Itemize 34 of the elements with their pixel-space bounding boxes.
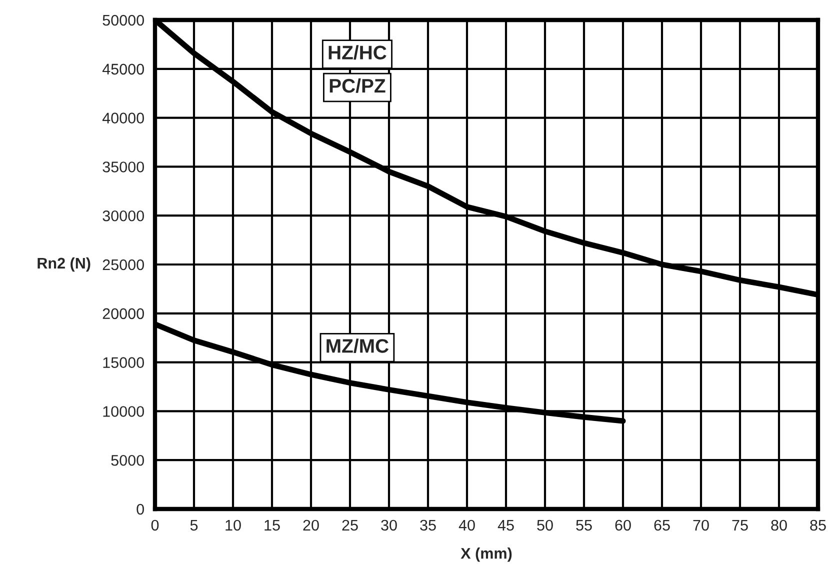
x-tick-label: 85 — [810, 520, 826, 531]
y-tick-label: 5000 — [111, 454, 144, 466]
y-tick-label: 0 — [136, 504, 144, 515]
x-tick-label: 65 — [654, 520, 670, 531]
y-tick-label: 10000 — [103, 406, 144, 417]
y-tick-label: 40000 — [102, 112, 144, 124]
x-tick-label: 60 — [615, 520, 631, 531]
y-tick-label: 20000 — [102, 308, 144, 320]
x-tick-label: 75 — [732, 520, 748, 531]
x-tick-label: 30 — [381, 520, 397, 531]
y-tick-label: 35000 — [102, 162, 144, 172]
x-tick-label: 45 — [498, 520, 514, 531]
y-tick-label: 25000 — [102, 259, 144, 270]
x-tick-label: 50 — [537, 520, 553, 531]
x-tick-label: 70 — [693, 520, 709, 531]
x-tick-label: 15 — [264, 520, 280, 531]
x-tick-label: 20 — [303, 520, 319, 531]
y-axis-title: Rn2 (N) — [38, 257, 90, 272]
x-tick-label: 80 — [771, 520, 787, 531]
series-label: MZ/MC — [326, 338, 389, 354]
x-tick-label: 0 — [151, 520, 159, 531]
x-axis-title: X (mm) — [460, 548, 512, 562]
x-tick-label: 35 — [420, 520, 436, 531]
x-tick-label: 40 — [458, 520, 475, 531]
x-tick-label: 55 — [576, 520, 592, 531]
annotation: PC/PZ — [330, 78, 386, 93]
y-tick-label: 45000 — [102, 64, 144, 75]
x-tick-label: 25 — [342, 520, 358, 531]
y-tick-label: 30000 — [102, 210, 144, 222]
y-tick-label: 50000 — [102, 14, 144, 26]
x-tick-label: 5 — [190, 520, 198, 531]
text: HZ/HC — [328, 45, 386, 60]
y-tick-label: 15000 — [103, 357, 144, 368]
x-tick-label: 10 — [226, 520, 241, 531]
